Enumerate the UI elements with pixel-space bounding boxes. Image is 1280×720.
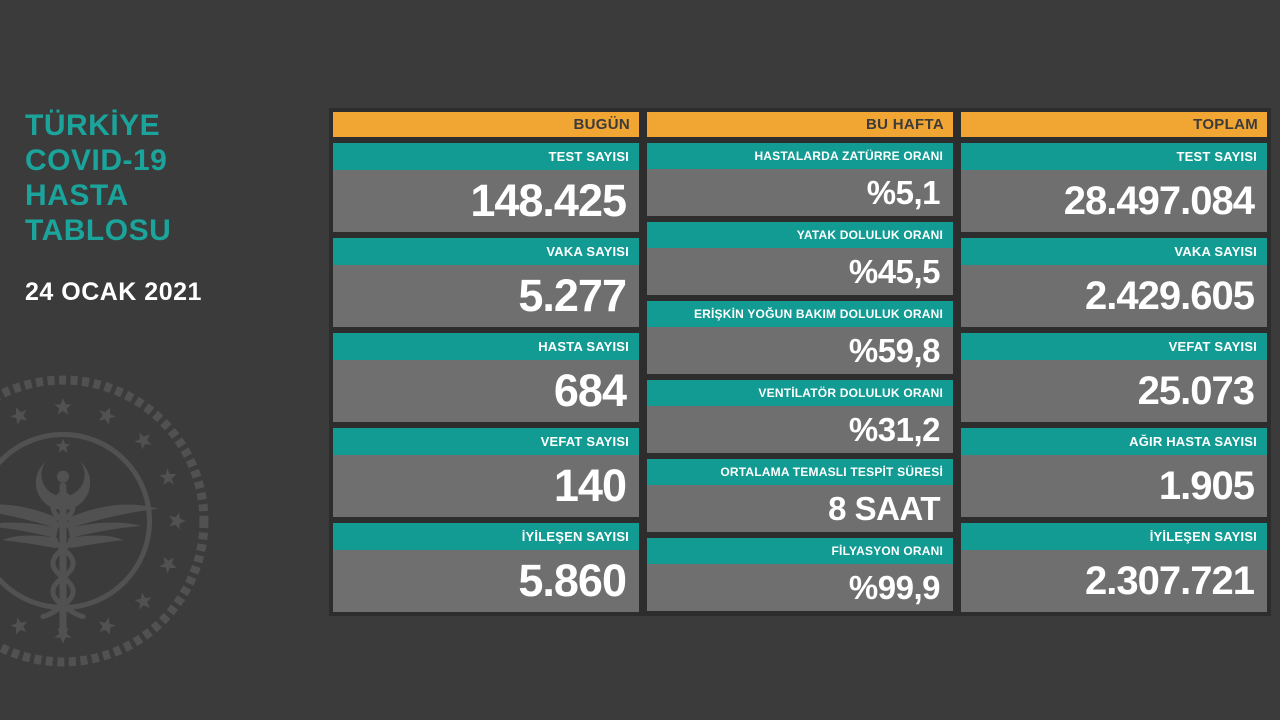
stat-label: ERİŞKİN YOĞUN BAKIM DOLULUK ORANI — [647, 301, 953, 327]
stat-value: %59,8 — [647, 327, 953, 374]
caduceus — [0, 438, 159, 636]
stat-value: 8 SAAT — [647, 485, 953, 532]
stat-card: ORTALAMA TEMASLI TESPİT SÜRESİ 8 SAAT — [647, 459, 953, 532]
stat-value: 2.307.721 — [961, 550, 1267, 612]
column-header-bugun: BUGÜN — [333, 112, 639, 137]
stat-card: VAKA SAYISI 2.429.605 — [961, 238, 1267, 327]
stat-card: VEFAT SAYISI 25.073 — [961, 333, 1267, 422]
report-date: 24 OCAK 2021 — [25, 278, 202, 306]
column-bu-hafta: BU HAFTA HASTALARDA ZATÜRRE ORANI %5,1 Y… — [647, 112, 953, 612]
column-header-toplam: TOPLAM — [961, 112, 1267, 137]
stat-value: %31,2 — [647, 406, 953, 453]
stat-card: YATAK DOLULUK ORANI %45,5 — [647, 222, 953, 295]
stat-card: FİLYASYON ORANI %99,9 — [647, 538, 953, 611]
column-header-bu-hafta: BU HAFTA — [647, 112, 953, 137]
stat-card: VEFAT SAYISI 140 — [333, 428, 639, 517]
stat-value: 1.905 — [961, 455, 1267, 517]
stat-value: 140 — [333, 455, 639, 517]
stat-label: FİLYASYON ORANI — [647, 538, 953, 564]
report-title-line: TABLOSU — [25, 214, 172, 247]
report-title-line: TÜRKİYE — [25, 109, 161, 142]
stat-card: ERİŞKİN YOĞUN BAKIM DOLULUK ORANI %59,8 — [647, 301, 953, 374]
stat-card: VENTİLATÖR DOLULUK ORANI %31,2 — [647, 380, 953, 453]
stat-value: 2.429.605 — [961, 265, 1267, 327]
stat-label: YATAK DOLULUK ORANI — [647, 222, 953, 248]
stat-card: TEST SAYISI 28.497.084 — [961, 143, 1267, 232]
stat-card: İYİLEŞEN SAYISI 5.860 — [333, 523, 639, 612]
column-toplam: TOPLAM TEST SAYISI 28.497.084 VAKA SAYIS… — [961, 112, 1267, 612]
stat-label: HASTA SAYISI — [333, 333, 639, 360]
stat-label: AĞIR HASTA SAYISI — [961, 428, 1267, 455]
stat-label: VAKA SAYISI — [333, 238, 639, 265]
stat-value: 28.497.084 — [961, 170, 1267, 232]
stat-label: İYİLEŞEN SAYISI — [333, 523, 639, 550]
column-bugun: BUGÜN TEST SAYISI 148.425 VAKA SAYISI 5.… — [333, 112, 639, 612]
stats-grid: BUGÜN TEST SAYISI 148.425 VAKA SAYISI 5.… — [329, 108, 1271, 616]
stat-label: VEFAT SAYISI — [333, 428, 639, 455]
report-title: TÜRKİYE COVID-19 HASTA TABLOSU — [25, 108, 315, 248]
stat-value: 25.073 — [961, 360, 1267, 422]
stat-value: %45,5 — [647, 248, 953, 295]
stat-value: %5,1 — [647, 169, 953, 216]
stat-card: TEST SAYISI 148.425 — [333, 143, 639, 232]
health-ministry-emblem-icon — [0, 370, 214, 672]
stat-value: 684 — [333, 360, 639, 422]
stat-card: VAKA SAYISI 5.277 — [333, 238, 639, 327]
report-title-line: HASTA — [25, 179, 129, 212]
stat-label: VAKA SAYISI — [961, 238, 1267, 265]
stat-label: HASTALARDA ZATÜRRE ORANI — [647, 143, 953, 169]
stat-label: ORTALAMA TEMASLI TESPİT SÜRESİ — [647, 459, 953, 485]
stat-value: 5.277 — [333, 265, 639, 327]
stat-label: VEFAT SAYISI — [961, 333, 1267, 360]
stat-value: %99,9 — [647, 564, 953, 611]
stat-card: HASTA SAYISI 684 — [333, 333, 639, 422]
stat-value: 5.860 — [333, 550, 639, 612]
stat-card: HASTALARDA ZATÜRRE ORANI %5,1 — [647, 143, 953, 216]
stat-label: İYİLEŞEN SAYISI — [961, 523, 1267, 550]
stat-card: İYİLEŞEN SAYISI 2.307.721 — [961, 523, 1267, 612]
report-title-line: COVID-19 — [25, 144, 168, 177]
stat-card: AĞIR HASTA SAYISI 1.905 — [961, 428, 1267, 517]
stat-label: VENTİLATÖR DOLULUK ORANI — [647, 380, 953, 406]
sidebar: TÜRKİYE COVID-19 HASTA TABLOSU 24 OCAK 2… — [25, 108, 315, 307]
stat-label: TEST SAYISI — [961, 143, 1267, 170]
stat-value: 148.425 — [333, 170, 639, 232]
stat-label: TEST SAYISI — [333, 143, 639, 170]
